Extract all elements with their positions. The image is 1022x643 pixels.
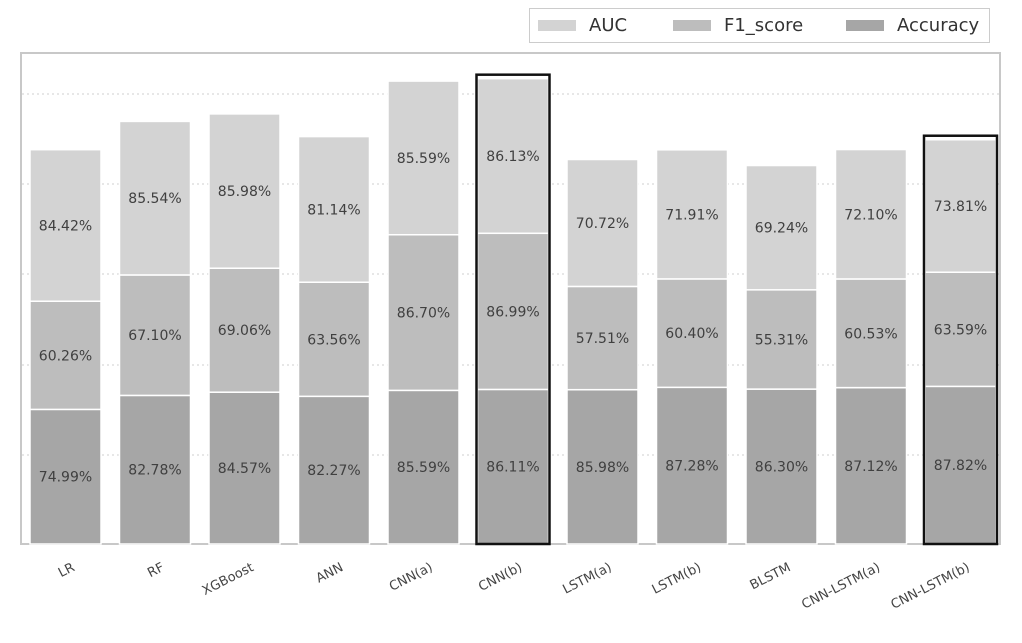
bar-accuracy-xgboost [208,391,281,545]
data-label-accuracy-lr: 74.99% [39,470,92,486]
legend-item-auc: AUC [538,9,627,42]
bar-f1-score-xgboost [208,267,281,393]
highlight-box-cnn-b [475,73,551,546]
data-label-accuracy-xgboost: 84.57% [218,461,271,477]
data-label-auc-ann: 81.14% [307,202,360,218]
x-tick-label-cnn-lstm-b: CNN-LSTM(b) [889,560,973,613]
data-label-accuracy-cnn-lstm-a: 87.12% [844,459,897,475]
bar-f1-score-ann [297,281,371,398]
bar-accuracy-lr [29,408,102,545]
legend-item-accuracy: Accuracy [846,9,979,42]
x-tick-label-lr: LR [56,560,77,581]
data-label-f1-score-cnn-lstm-b: 63.59% [934,322,987,338]
data-label-f1-score-blstm: 55.31% [755,332,808,348]
data-label-accuracy-cnn-lstm-b: 87.82% [934,458,987,474]
data-label-f1-score-cnn-a: 86.70% [397,306,450,322]
x-tick-label-blstm: BLSTM [748,560,794,593]
data-label-auc-lr: 84.42% [39,218,92,234]
data-label-accuracy-blstm: 86.30% [755,460,808,476]
data-label-accuracy-ann: 82.27% [307,463,360,479]
bar-f1-score-lstm-b [655,278,729,389]
bar-f1-score-cnn-lstm-a [834,278,908,389]
x-tick-label-lstm-a: LSTM(a) [560,560,614,597]
legend: AUC F1_score Accuracy [529,8,990,43]
bar-f1-score-cnn-a [387,233,460,392]
data-label-auc-blstm: 69.24% [755,221,808,237]
bar-auc-lstm-b [655,149,729,280]
x-tick-label-lstm-b: LSTM(b) [650,560,704,597]
bar-accuracy-ann [297,395,371,545]
x-tick-label-cnn-a: CNN(a) [387,560,435,595]
bar-auc-cnn-a [387,80,460,236]
data-label-auc-cnn-b: 86.13% [486,149,539,165]
data-label-auc-cnn-a: 85.59% [397,151,450,167]
data-label-auc-lstm-a: 70.72% [576,216,629,232]
data-label-f1-score-cnn-lstm-a: 60.53% [844,326,897,342]
data-label-f1-score-ann: 63.56% [307,332,360,348]
legend-swatch-auc [538,20,576,31]
data-label-f1-score-cnn-b: 86.99% [486,304,539,320]
highlight-box-cnn-lstm-b [922,134,999,546]
bar-auc-blstm [745,164,818,291]
bar-auc-xgboost [208,113,281,269]
data-label-auc-rf: 85.54% [128,191,181,207]
data-label-auc-cnn-lstm-b: 73.81% [934,199,987,215]
data-label-accuracy-cnn-a: 85.59% [397,460,450,476]
data-label-accuracy-lstm-b: 87.28% [665,459,718,475]
bar-auc-cnn-lstm-a [834,148,908,280]
x-tick-label-cnn-lstm-a: CNN-LSTM(a) [799,560,882,612]
bar-f1-score-blstm [745,289,818,390]
data-label-auc-xgboost: 85.98% [218,184,271,200]
bar-accuracy-cnn-lstm-b [924,385,997,545]
data-label-auc-cnn-lstm-a: 72.10% [844,207,897,223]
bar-auc-lstm-a [566,158,639,288]
legend-item-f1-score: F1_score [673,9,803,42]
legend-label-accuracy: Accuracy [897,15,980,36]
x-tick-label-xgboost: XGBoost [200,560,256,599]
data-label-accuracy-lstm-a: 85.98% [576,460,629,476]
data-label-auc-lstm-b: 71.91% [665,207,718,223]
bar-auc-ann [297,135,371,283]
bar-accuracy-cnn-lstm-a [834,386,908,545]
legend-label-auc: AUC [589,15,628,36]
bar-auc-lr [29,148,102,302]
data-label-f1-score-xgboost: 69.06% [218,323,271,339]
legend-swatch-f1-score [673,20,711,31]
x-tick-label-rf: RF [145,560,167,581]
data-label-accuracy-rf: 82.78% [128,463,181,479]
bar-auc-cnn-b [476,77,550,235]
bar-accuracy-rf [118,394,192,545]
legend-label-f1-score: F1_score [724,15,804,36]
data-label-f1-score-lr: 60.26% [39,348,92,364]
data-label-accuracy-cnn-b: 86.11% [486,460,539,476]
bar-f1-score-rf [118,274,192,397]
data-label-f1-score-rf: 67.10% [128,328,181,344]
x-tick-label-ann: ANN [314,560,346,586]
data-label-f1-score-lstm-b: 60.40% [665,326,718,342]
bar-auc-rf [118,120,192,276]
legend-swatch-accuracy [846,20,884,31]
x-tick-label-cnn-b: CNN(b) [476,560,525,595]
data-label-f1-score-lstm-a: 57.51% [576,331,629,347]
